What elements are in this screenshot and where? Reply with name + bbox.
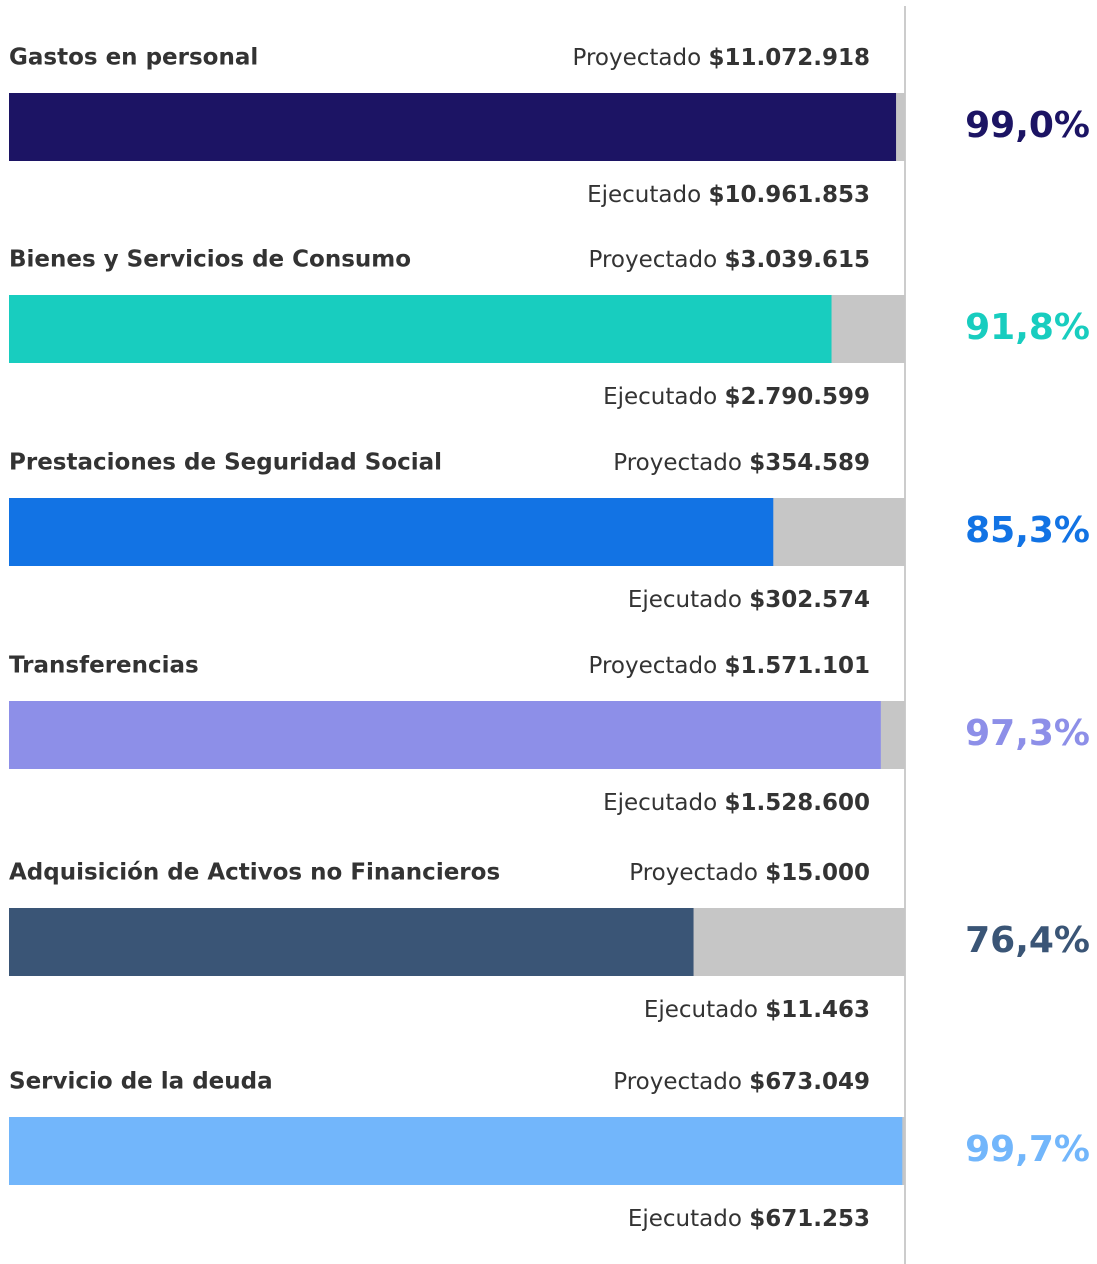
bar [9,701,881,769]
category-label: Bienes y Servicios de Consumo [9,247,411,273]
category-label: Adquisición de Activos no Financieros [9,860,500,886]
projected-text: Proyectado $11.072.918 [572,45,870,71]
bar [9,908,694,976]
executed-caption: Ejecutado [587,182,701,208]
projected-caption: Proyectado [629,860,758,886]
executed-amount: $302.574 [749,587,870,613]
percent-label: 76,4% [965,920,1090,961]
projected-caption: Proyectado [572,45,701,71]
projected-caption: Proyectado [588,653,717,679]
bar [9,93,897,161]
projected-text: Proyectado $3.039.615 [588,247,870,273]
percent-label: 97,3% [965,713,1090,754]
projected-text: Proyectado $1.571.101 [588,653,870,679]
projected-amount: $15.000 [765,860,870,886]
executed-amount: $10.961.853 [708,182,870,208]
executed-text: Ejecutado $11.463 [644,997,870,1023]
category-label: Transferencias [9,653,199,679]
projected-amount: $3.039.615 [724,247,870,273]
executed-text: Ejecutado $302.574 [628,587,870,613]
executed-caption: Ejecutado [603,790,717,816]
percent-label: 99,0% [965,105,1090,146]
executed-caption: Ejecutado [628,1206,742,1232]
executed-text: Ejecutado $671.253 [628,1206,870,1232]
executed-amount: $11.463 [765,997,870,1023]
executed-amount: $2.790.599 [724,384,870,410]
category-label: Prestaciones de Seguridad Social [9,450,442,476]
executed-text: Ejecutado $1.528.600 [603,790,870,816]
projected-amount: $11.072.918 [708,45,870,71]
projected-caption: Proyectado [588,247,717,273]
executed-caption: Ejecutado [628,587,742,613]
category-label: Gastos en personal [9,45,258,71]
projected-caption: Proyectado [613,450,742,476]
executed-caption: Ejecutado [603,384,717,410]
executed-text: Ejecutado $10.961.853 [587,182,870,208]
projected-amount: $673.049 [749,1069,870,1095]
executed-amount: $1.528.600 [724,790,870,816]
category-label: Servicio de la deuda [9,1069,273,1095]
percent-label: 99,7% [965,1129,1090,1170]
projected-text: Proyectado $15.000 [629,860,870,886]
projected-caption: Proyectado [613,1069,742,1095]
bar [9,1117,903,1185]
percent-label: 91,8% [965,307,1090,348]
executed-caption: Ejecutado [644,997,758,1023]
projected-amount: $354.589 [749,450,870,476]
projected-text: Proyectado $354.589 [613,450,870,476]
projected-text: Proyectado $673.049 [613,1069,870,1095]
executed-text: Ejecutado $2.790.599 [603,384,870,410]
executed-amount: $671.253 [749,1206,870,1232]
percent-label: 85,3% [965,510,1090,551]
projected-amount: $1.571.101 [724,653,870,679]
bar [9,498,774,566]
bar [9,295,832,363]
